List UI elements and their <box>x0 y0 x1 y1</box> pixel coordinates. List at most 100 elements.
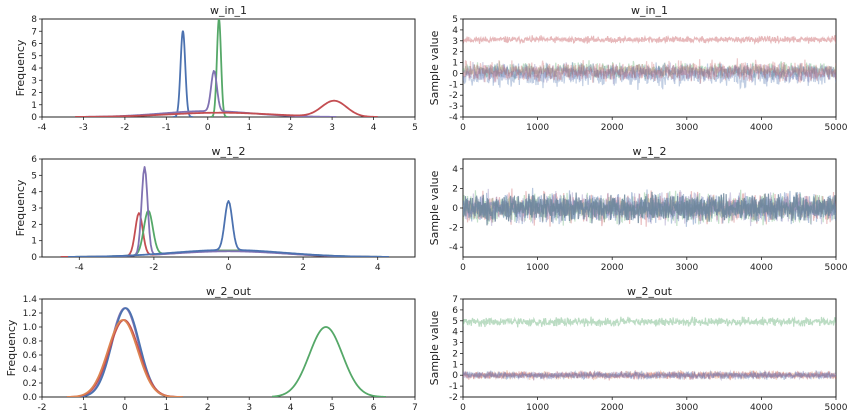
x-tick-label: 4 <box>371 123 377 133</box>
y-tick-label: 6 <box>31 155 37 165</box>
y-tick-label: 0.2 <box>23 379 37 389</box>
x-tick-label: 4000 <box>750 123 773 133</box>
trace-line-green <box>463 60 836 80</box>
panel-w-1-2-trace: w_1_2 Sample value 0 1000 2000 3000 4000 5000… <box>428 145 848 273</box>
x-tick-label: -1 <box>79 403 88 413</box>
y-tick-label: 5 <box>452 15 458 25</box>
x-tick-label: 2 <box>288 123 294 133</box>
y-tick-label: -2 <box>449 393 458 403</box>
trace-line-blue <box>463 369 836 381</box>
x-tick-label: 2000 <box>601 263 624 273</box>
y-tick-label: 2 <box>31 89 37 99</box>
trace-line-red <box>463 369 836 382</box>
trace-line-red <box>463 34 836 46</box>
x-tick-label: 4 <box>288 403 294 413</box>
y-tick-label: -1 <box>449 80 458 90</box>
x-tick-label: 1000 <box>526 403 549 413</box>
y-tick-label: 7 <box>31 27 37 37</box>
density-line-orange <box>66 319 184 397</box>
density-line-blue <box>171 30 195 117</box>
x-tick-label: 2 <box>300 263 306 273</box>
y-tick-label: 2 <box>31 220 37 230</box>
trace-line-red <box>463 58 836 84</box>
x-tick-label: -2 <box>149 263 158 273</box>
x-tick-label: 5000 <box>825 263 848 273</box>
y-tick-label: 4 <box>31 64 37 74</box>
y-tick-label: 0 <box>452 371 458 381</box>
x-tick-label: 1000 <box>526 123 549 133</box>
panel-w-in-1-trace: w_in_1 Sample value 0 1000 2000 3000 4000 500… <box>428 4 848 133</box>
x-tick-label: 3000 <box>675 403 698 413</box>
y-tick-label: 1 <box>452 59 458 69</box>
plot-area <box>41 158 416 258</box>
y-tick-label: -2 <box>449 224 458 234</box>
y-tick-label: 1 <box>31 237 37 247</box>
y-tick-label: -4 <box>449 243 458 253</box>
x-tick-label: 3000 <box>675 263 698 273</box>
density-line-green <box>271 326 387 397</box>
y-tick-label: 3 <box>452 339 458 349</box>
y-axis-label: Frequency <box>14 179 27 236</box>
y-tick-label: 2 <box>452 184 458 194</box>
y-axis-label: Sample value <box>428 170 441 245</box>
y-tick-label: 2 <box>452 48 458 58</box>
x-tick-label: 0 <box>122 403 128 413</box>
x-tick-label: 7 <box>412 403 418 413</box>
density-line-red <box>75 99 378 117</box>
x-tick-label: 5000 <box>825 403 848 413</box>
x-tick-label: 5 <box>412 123 418 133</box>
x-tick-label: 0 <box>205 123 211 133</box>
panel-title: w_2_out <box>206 285 252 298</box>
y-tick-label: 2 <box>452 349 458 359</box>
trace-line-blue <box>463 62 836 90</box>
y-tick-label: 1.2 <box>23 309 37 319</box>
x-tick-label: 1 <box>163 403 169 413</box>
y-tick-label: 4 <box>452 328 458 338</box>
x-tick-label: 2 <box>205 403 211 413</box>
y-tick-label: 5 <box>452 317 458 327</box>
y-tick-label: 0 <box>452 204 458 214</box>
density-line-blue <box>68 200 389 257</box>
plot-area <box>462 18 837 118</box>
x-tick-label: 2000 <box>601 123 624 133</box>
x-tick-label: -4 <box>38 123 47 133</box>
y-axis-label: Frequency <box>5 319 18 376</box>
y-tick-label: 1 <box>452 360 458 370</box>
x-tick-label: -1 <box>162 123 171 133</box>
y-tick-label: 8 <box>31 15 37 25</box>
x-tick-label: 2000 <box>601 403 624 413</box>
panel-title: w_1_2 <box>212 145 246 158</box>
trace-line-green <box>463 316 836 328</box>
x-tick-label: 5 <box>329 403 335 413</box>
panel-w-1-2-density: w_1_2 Frequency -4 -2 0 2 4 0 1 2 3 4 5 6 <box>14 145 416 273</box>
panel-title: w_in_1 <box>631 4 668 17</box>
y-tick-label: 0 <box>452 69 458 79</box>
series-group <box>60 166 389 257</box>
y-tick-label: 1.0 <box>23 323 38 333</box>
y-tick-label: 1.4 <box>23 295 38 305</box>
series-group <box>463 34 836 90</box>
panel-w-2-out-trace: w_2_out Sample value 0 1000 2000 3000 4000 50… <box>428 285 848 413</box>
y-tick-label: 6 <box>452 306 458 316</box>
x-tick-label: 1000 <box>526 263 549 273</box>
x-tick-label: 3 <box>329 123 335 133</box>
y-tick-label: 3 <box>31 76 37 86</box>
y-tick-label: -1 <box>449 382 458 392</box>
y-axis-label: Frequency <box>14 39 27 96</box>
x-tick-label: -3 <box>79 123 88 133</box>
y-tick-label: -3 <box>449 102 458 112</box>
x-tick-label: 4000 <box>750 403 773 413</box>
y-tick-label: 0 <box>31 253 37 263</box>
y-tick-label: 0.6 <box>23 351 38 361</box>
y-tick-label: 4 <box>452 26 458 36</box>
trace-line-purple <box>463 61 836 85</box>
x-tick-label: 4 <box>375 263 381 273</box>
y-tick-label: -2 <box>449 91 458 101</box>
x-tick-label: 0 <box>460 403 466 413</box>
y-axis-label: Sample value <box>428 30 441 105</box>
y-tick-label: 4 <box>31 188 37 198</box>
plot-area <box>41 298 416 398</box>
x-tick-label: 0 <box>226 263 232 273</box>
trace-line-slate <box>463 191 836 226</box>
x-tick-label: 5000 <box>825 123 848 133</box>
